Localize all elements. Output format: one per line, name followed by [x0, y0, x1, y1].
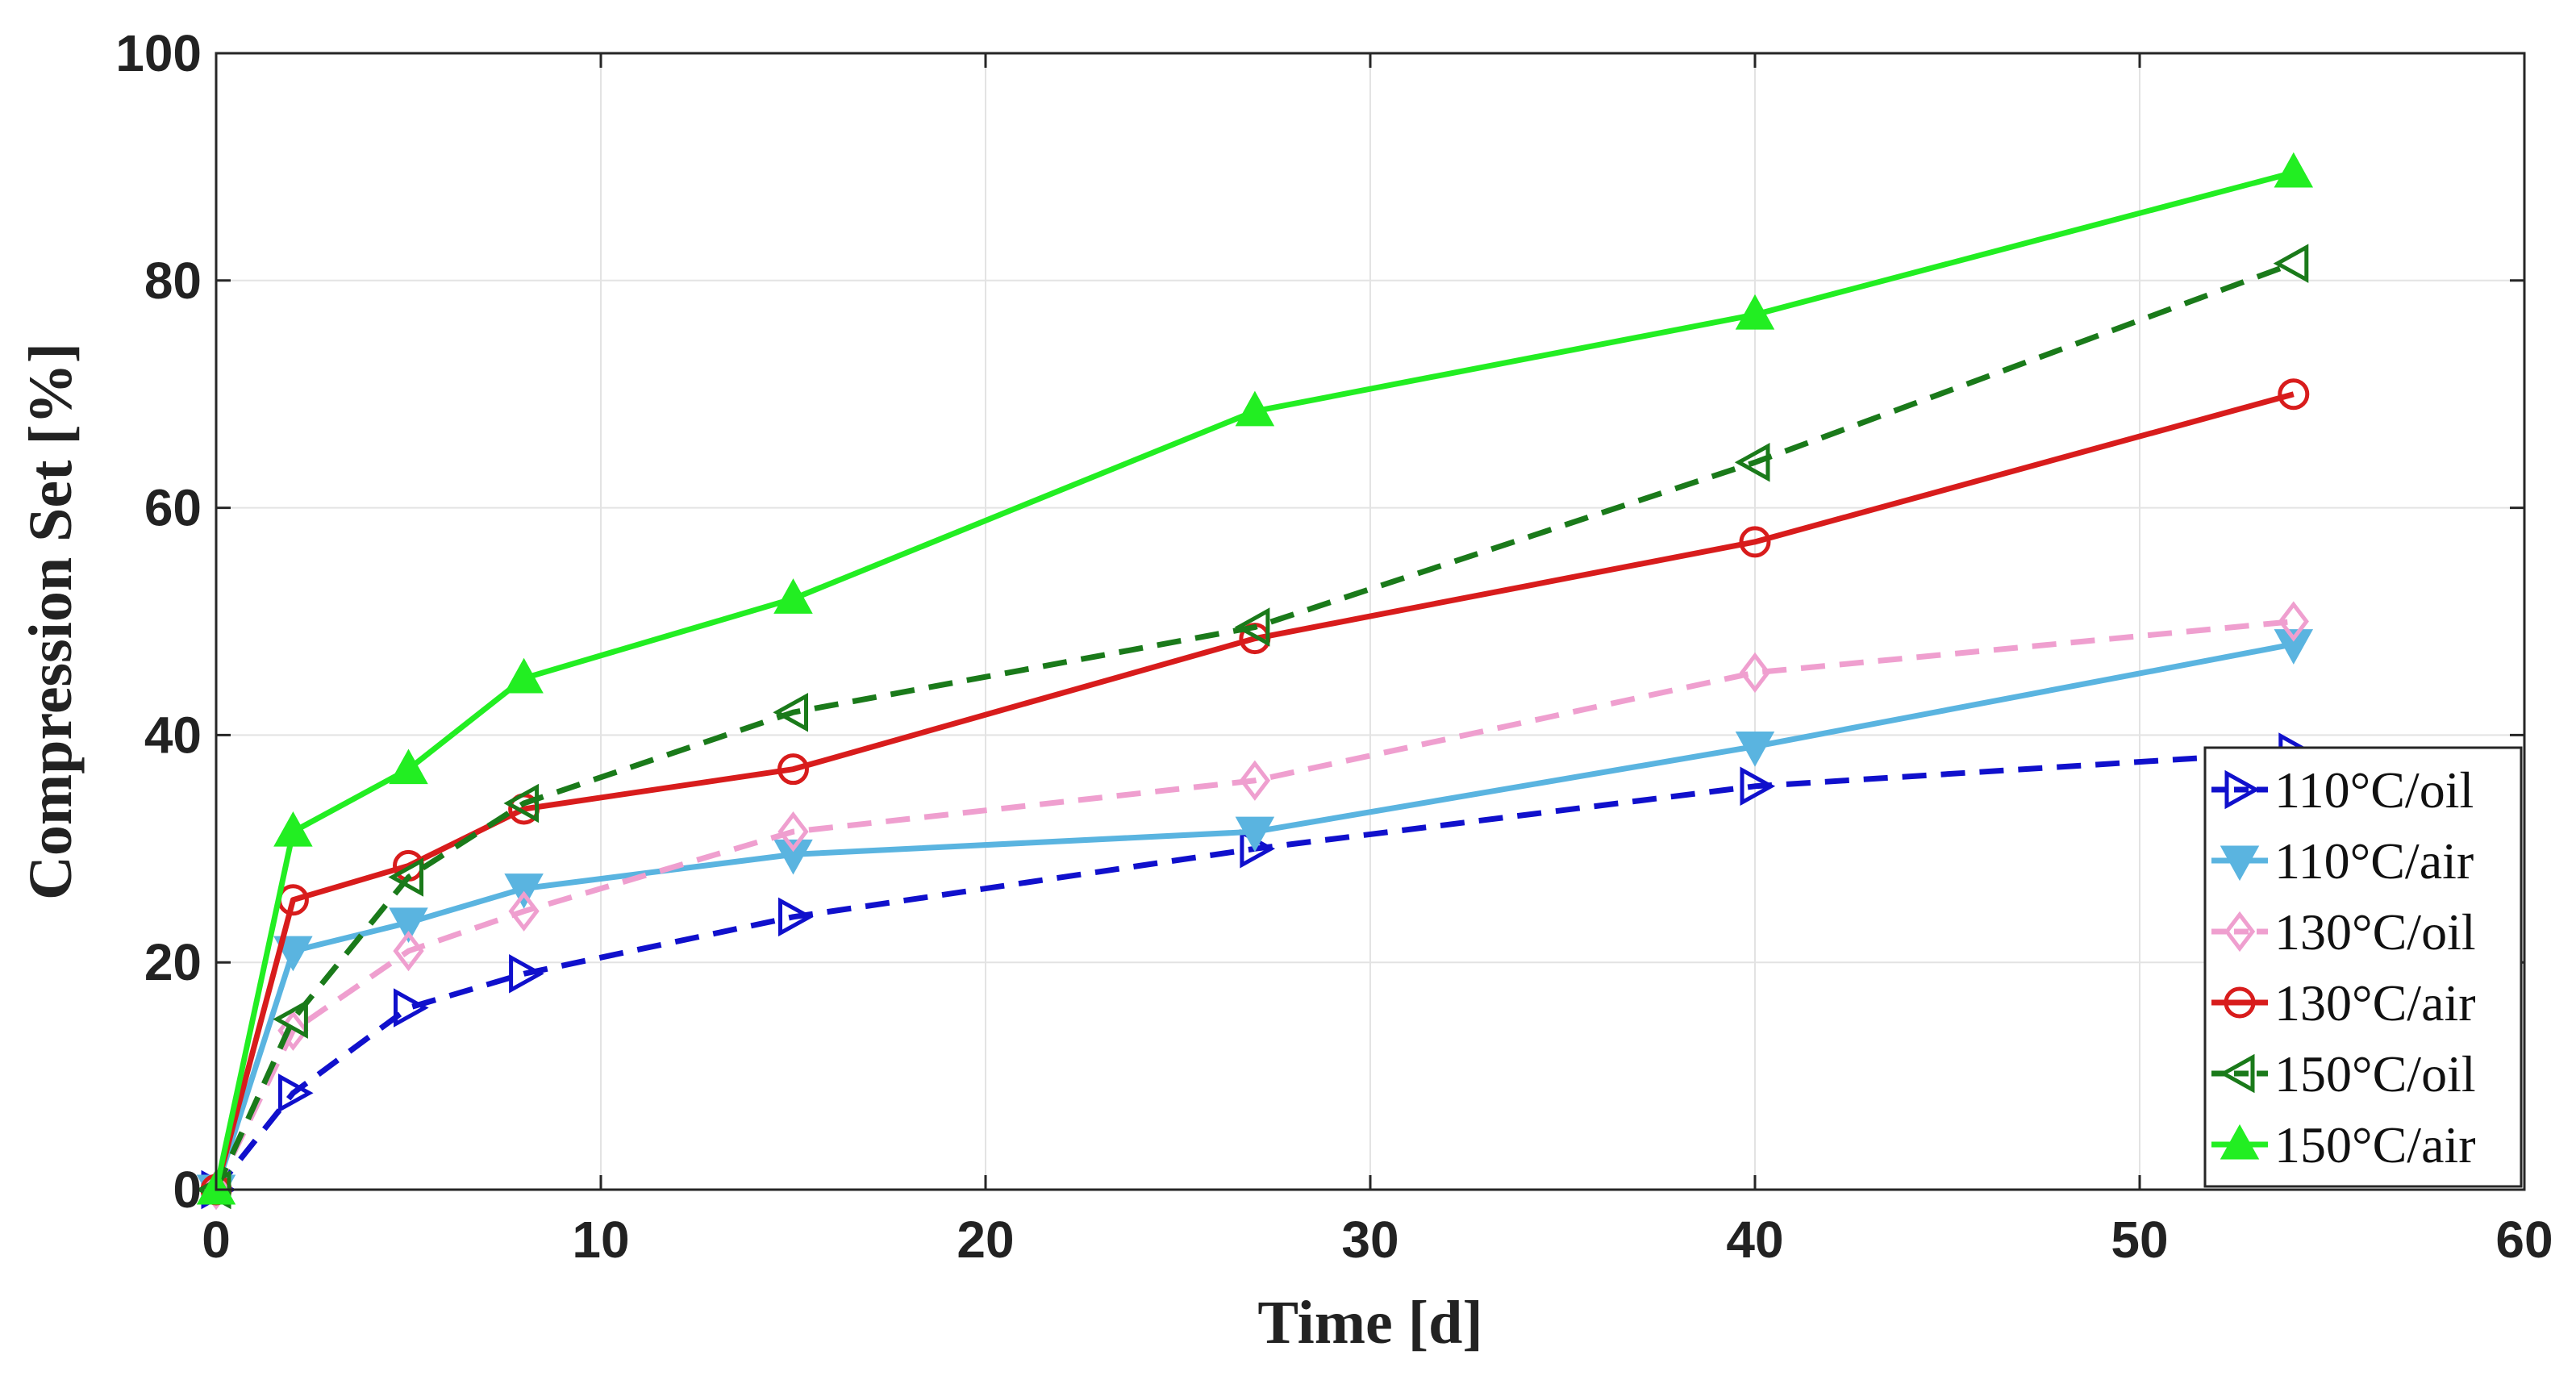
series-group	[195, 152, 2314, 1211]
data-point	[1239, 760, 1271, 801]
x-tick-label: 50	[2111, 1211, 2168, 1269]
data-point	[2278, 601, 2309, 642]
data-point	[393, 930, 424, 972]
series-5	[196, 152, 2314, 1205]
series-2	[200, 601, 2309, 1211]
legend-item-3: 130°C/air	[2211, 974, 2476, 1032]
data-point	[504, 873, 544, 909]
data-point	[273, 936, 313, 972]
data-point	[509, 954, 544, 994]
y-tick-label: 20	[144, 933, 202, 991]
legend-marker	[2224, 769, 2261, 810]
x-tick-label: 0	[202, 1211, 231, 1269]
x-tick-label: 60	[2495, 1211, 2553, 1269]
data-point	[273, 999, 308, 1039]
y-tick-label: 60	[144, 479, 202, 537]
data-point	[777, 811, 809, 853]
data-point	[773, 839, 813, 875]
data-point	[504, 657, 544, 694]
data-point	[273, 811, 313, 847]
legend-marker	[2219, 1053, 2255, 1094]
data-point	[2274, 629, 2314, 665]
y-tick-label: 100	[115, 24, 202, 82]
data-point	[389, 907, 428, 944]
legend-item-2: 130°C/oil	[2211, 903, 2476, 961]
data-point	[1235, 390, 1275, 427]
y-axis-title: Compression Set [%]	[17, 343, 85, 900]
y-tick-label: 80	[144, 252, 202, 310]
series-line	[213, 169, 2295, 1190]
data-point	[1739, 526, 1771, 558]
data-point	[508, 890, 540, 932]
data-point	[778, 897, 814, 937]
legend-item-4: 150°C/oil	[2211, 1045, 2476, 1103]
data-point	[394, 988, 429, 1028]
data-point	[2273, 244, 2309, 283]
data-point	[1234, 607, 1270, 647]
grid-lines	[216, 53, 2524, 1190]
legend-label: 110°C/oil	[2274, 761, 2474, 819]
y-tick-label: 0	[173, 1161, 202, 1219]
series-line	[214, 749, 2295, 1192]
series-line	[213, 641, 2295, 1191]
data-point	[777, 753, 809, 786]
legend-label: 130°C/oil	[2274, 903, 2476, 961]
x-tick-label: 30	[1341, 1211, 1398, 1269]
legend-box	[2203, 746, 2523, 1188]
data-point	[1739, 652, 1771, 694]
legend-item-5: 150°C/air	[2211, 1116, 2476, 1174]
axis-ticks: 0 10 20 30 40 50 60 0 20 40 60 80 100	[115, 24, 2553, 1269]
x-tick-label: 20	[957, 1211, 1014, 1269]
data-point	[389, 748, 428, 785]
legend: 110°C/oil 110°C/air 130°C/oil 130°C/air 150°…	[2203, 746, 2523, 1188]
legend-label: 110°C/air	[2274, 832, 2474, 890]
data-point	[388, 857, 423, 897]
legend-item-1: 110°C/air	[2211, 832, 2474, 890]
legend-label: 150°C/oil	[2274, 1045, 2476, 1103]
x-tick-label: 40	[1726, 1211, 1783, 1269]
data-point	[773, 692, 808, 732]
data-point	[503, 783, 540, 823]
data-point	[277, 1073, 314, 1113]
y-tick-label: 40	[144, 706, 202, 764]
data-point	[1735, 294, 1775, 330]
legend-marker	[2220, 1124, 2260, 1160]
data-point	[2274, 152, 2314, 188]
legend-label: 130°C/air	[2274, 974, 2476, 1032]
legend-marker	[2224, 911, 2256, 953]
legend-marker	[2220, 845, 2260, 882]
x-axis-title: Time [d]	[1257, 1289, 1482, 1357]
data-point	[773, 578, 813, 614]
legend-marker	[2224, 986, 2256, 1019]
series-line	[213, 391, 2295, 1190]
series-line	[213, 261, 2295, 1191]
data-point	[2278, 378, 2310, 411]
data-point	[1735, 731, 1775, 767]
legend-item-0: 110°C/oil	[2211, 761, 2474, 819]
data-point	[1235, 816, 1275, 853]
data-point	[1740, 766, 1776, 807]
series-line	[213, 619, 2295, 1191]
series-1	[196, 629, 2314, 1211]
legend-label: 150°C/air	[2274, 1116, 2476, 1174]
data-point	[1734, 442, 1770, 482]
x-tick-label: 10	[572, 1211, 629, 1269]
